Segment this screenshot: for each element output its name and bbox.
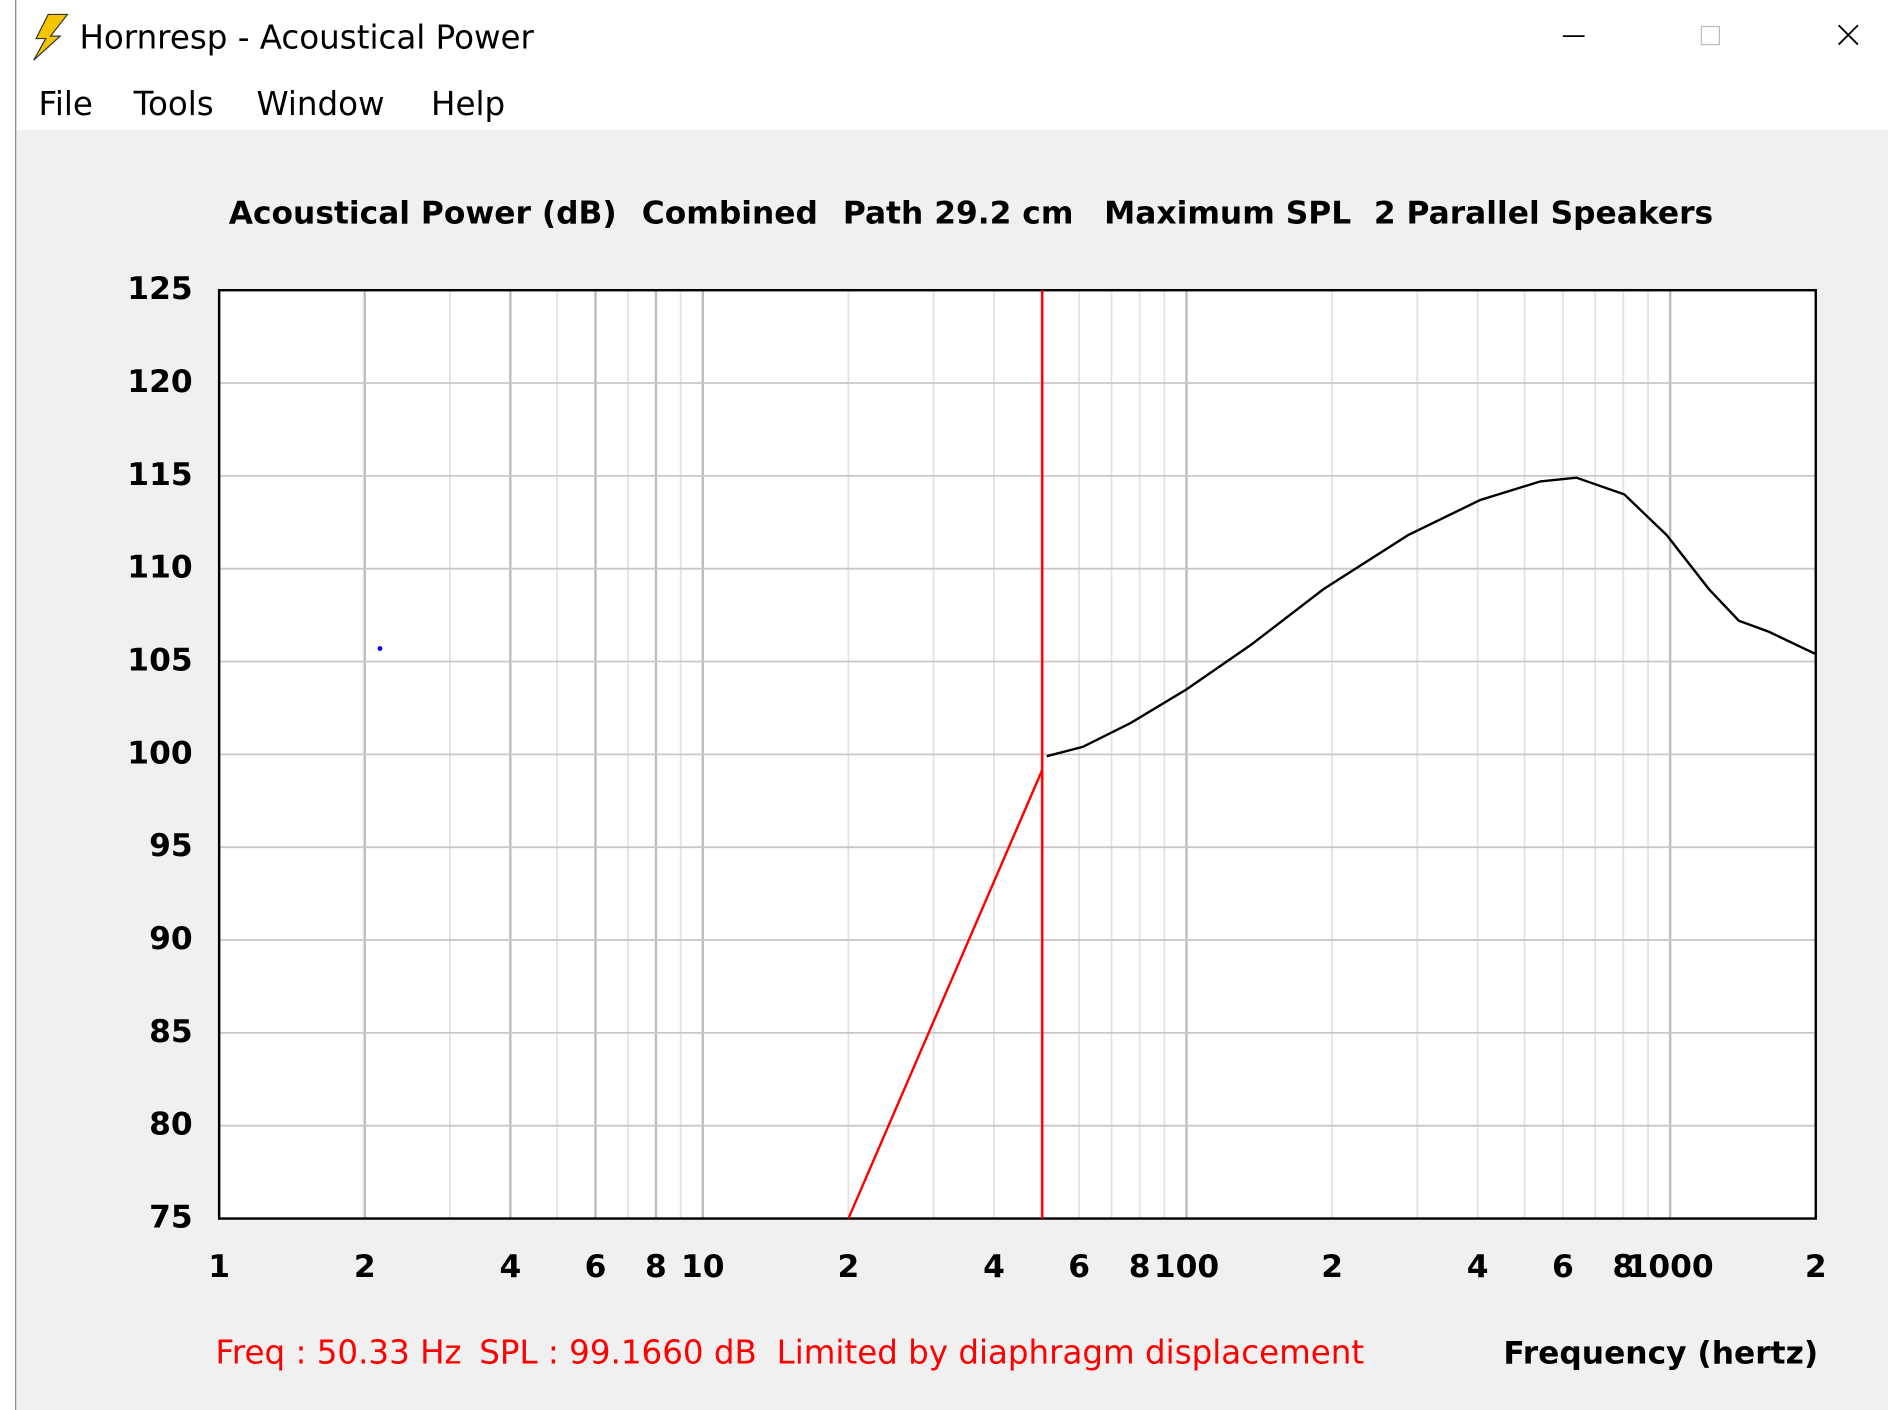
x-tick-label: 6 (1068, 1249, 1090, 1285)
chart-title: Combined (642, 195, 818, 231)
window-title: Hornresp - Acoustical Power (79, 19, 534, 57)
y-tick-label: 115 (127, 457, 192, 493)
x-tick-label: 2 (838, 1249, 860, 1285)
x-tick-label: 1000 (1627, 1249, 1714, 1285)
title-menu-bar (16, 0, 1888, 131)
x-tick-label: 4 (983, 1249, 1005, 1285)
x-tick-label: 10 (681, 1249, 725, 1285)
x-tick-label: 8 (1612, 1249, 1634, 1285)
y-tick-label: 85 (149, 1014, 193, 1050)
maximize-button[interactable] (1700, 25, 1721, 46)
series-line (847, 769, 1044, 1220)
x-tick-label: 8 (1129, 1249, 1151, 1285)
chart-title: 2 Parallel Speakers (1374, 195, 1713, 231)
menu-item[interactable]: Window (256, 85, 384, 123)
x-tick-label: 6 (1552, 1249, 1574, 1285)
y-tick-label: 120 (127, 364, 192, 400)
y-tick-label: 110 (127, 550, 192, 586)
y-tick-label: 75 (149, 1200, 193, 1236)
status-text: SPL : 99.1660 dB (479, 1334, 757, 1372)
x-tick-label: 4 (1467, 1249, 1489, 1285)
menu-item[interactable]: Help (431, 85, 505, 123)
x-tick-label: 2 (1321, 1249, 1343, 1285)
status-text: Freq : 50.33 Hz (216, 1334, 462, 1372)
x-tick-label: 100 (1154, 1249, 1219, 1285)
y-tick-label: 125 (127, 271, 192, 307)
menu-item[interactable]: Tools (133, 85, 214, 123)
y-tick-label: 105 (127, 643, 192, 679)
x-tick-label: 6 (585, 1249, 607, 1285)
x-tick-label: 2 (354, 1249, 376, 1285)
x-tick-label: 1 (208, 1249, 230, 1285)
chart-title: Maximum SPL (1104, 195, 1351, 231)
background-window (0, 0, 16, 1410)
y-tick-label: 100 (127, 735, 192, 771)
x-tick-label: 8 (645, 1249, 667, 1285)
series-line (1046, 476, 1817, 758)
plot-border (217, 288, 1817, 1220)
close-button[interactable] (1837, 24, 1859, 46)
x-axis-label: Frequency (hertz) (1503, 1336, 1818, 1372)
chart-title: Path 29.2 cm (843, 195, 1074, 231)
chart-title: Acoustical Power (dB) (229, 195, 617, 231)
app-icon (33, 13, 69, 61)
y-tick-label: 80 (149, 1107, 193, 1143)
status-text: Limited by diaphragm displacement (777, 1334, 1364, 1372)
y-tick-label: 90 (149, 921, 193, 957)
x-tick-label: 2 (1805, 1249, 1827, 1285)
y-tick-label: 95 (149, 828, 193, 864)
point (377, 646, 383, 651)
x-tick-label: 4 (499, 1249, 521, 1285)
menu-item[interactable]: File (39, 85, 93, 123)
